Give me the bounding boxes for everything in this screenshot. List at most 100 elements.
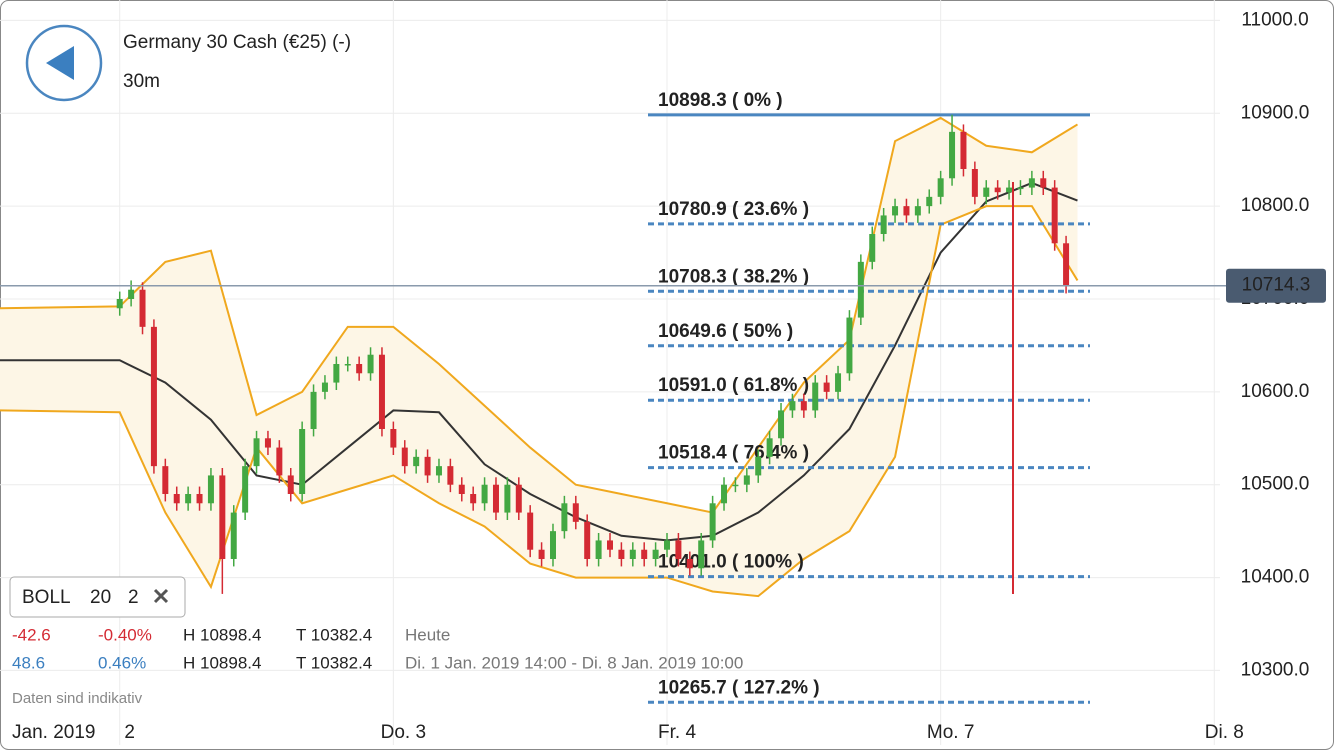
fib-label: 10591.0 ( 61.8% ) <box>658 375 809 396</box>
last-price-box <box>1226 268 1326 303</box>
stat-change: 48.6 <box>12 653 45 672</box>
candle-body <box>561 503 568 532</box>
candle-body <box>960 131 967 169</box>
candle-body <box>150 326 157 467</box>
candle-body <box>607 540 613 550</box>
candle-body <box>458 484 465 494</box>
candle-body <box>937 178 944 197</box>
candle-body <box>219 475 226 559</box>
y-tick-label: 10400.0 <box>1241 567 1310 588</box>
candle-body <box>242 466 249 513</box>
x-period-label: Jan. 2019 <box>12 722 95 743</box>
y-tick-label: 10500.0 <box>1241 474 1310 495</box>
candle-body <box>709 503 716 541</box>
candle-body <box>413 456 420 467</box>
fib-label: 10265.7 ( 127.2% ) <box>658 677 820 698</box>
candle-body <box>527 512 534 550</box>
stat-high: H 10898.4 <box>183 625 261 644</box>
candle-body <box>299 429 306 494</box>
candle-body <box>515 484 522 513</box>
stat-change: -42.6 <box>12 625 51 644</box>
stat-change-pct: 0.46% <box>98 653 146 672</box>
candle-body <box>892 206 899 216</box>
candle-body <box>492 484 499 513</box>
candle-body <box>424 456 431 476</box>
candle-body <box>1040 178 1047 188</box>
chart-title: Germany 30 Cash (€25) (-) <box>123 32 351 53</box>
x-tick-label: Fr. 4 <box>658 722 696 743</box>
candle-body <box>196 494 203 504</box>
candle-body <box>835 373 842 392</box>
candle-body <box>595 540 602 559</box>
candle-body <box>698 540 705 569</box>
band-line <box>0 116 1078 514</box>
stat-change-pct: -0.40% <box>98 625 152 644</box>
stat-low: T 10382.4 <box>296 653 372 672</box>
candle-body <box>949 131 956 179</box>
candle-body <box>664 540 671 550</box>
timeframe: 30m <box>123 71 160 92</box>
candle-body <box>549 531 556 559</box>
fib-label: 10780.9 ( 23.6% ) <box>658 199 809 220</box>
y-tick-label: 11000.0 <box>1241 9 1308 30</box>
candle-body <box>470 494 477 504</box>
candle-body <box>367 354 374 374</box>
candle-body <box>869 234 876 262</box>
x-tick-label: Di. 8 <box>1205 722 1244 743</box>
candle-body <box>641 549 648 559</box>
candle-body <box>880 215 887 234</box>
y-tick-label: 10300.0 <box>1241 659 1310 680</box>
candle-body <box>310 391 317 429</box>
candle-body <box>732 484 739 487</box>
candle-body <box>778 410 785 439</box>
candle-body <box>321 382 328 392</box>
band-fill <box>0 117 1078 597</box>
candle-body <box>538 549 545 559</box>
fib-label: 10649.6 ( 50% ) <box>658 321 793 342</box>
candle-body <box>173 494 180 504</box>
indicator-chip[interactable] <box>9 576 186 618</box>
candle-body <box>378 354 385 429</box>
stat-low: T 10382.4 <box>296 625 372 644</box>
candle-body <box>401 447 408 467</box>
candle-body <box>743 475 750 485</box>
x-tick-label: Do. 3 <box>381 722 426 743</box>
candle-body <box>914 206 921 216</box>
y-tick-label: 10900.0 <box>1241 102 1310 123</box>
candle-body <box>800 401 807 411</box>
candle-body <box>983 187 990 197</box>
indicator-remove[interactable] <box>153 588 169 604</box>
candle-body <box>207 475 214 504</box>
candle-body <box>287 475 294 494</box>
candle-body <box>253 438 260 467</box>
candle-body <box>629 549 636 559</box>
candle-body <box>652 549 659 559</box>
candle-body <box>1017 187 1024 190</box>
candle-body <box>903 206 910 216</box>
fib-label: 10518.4 ( 76.4% ) <box>658 443 809 464</box>
candle-body <box>162 466 169 494</box>
candle-body <box>789 401 796 411</box>
candle-body <box>333 364 340 383</box>
stat-period: Heute <box>405 625 450 644</box>
candle-body <box>971 169 978 197</box>
candle-body <box>264 438 271 448</box>
candle-body <box>755 456 762 476</box>
y-tick-label: 10600.0 <box>1241 381 1310 402</box>
candle-body <box>994 187 1001 193</box>
candle-body <box>721 484 728 504</box>
candle-body <box>230 512 237 559</box>
candle-body <box>812 382 819 411</box>
candle-body <box>766 438 773 457</box>
candle-body <box>435 466 442 476</box>
candle-body <box>356 364 363 374</box>
candle-body <box>481 484 488 504</box>
indicator-deviation: 2 <box>128 587 139 608</box>
candle-body <box>1006 187 1013 193</box>
candle-body <box>846 317 853 374</box>
candle-body <box>504 484 511 513</box>
